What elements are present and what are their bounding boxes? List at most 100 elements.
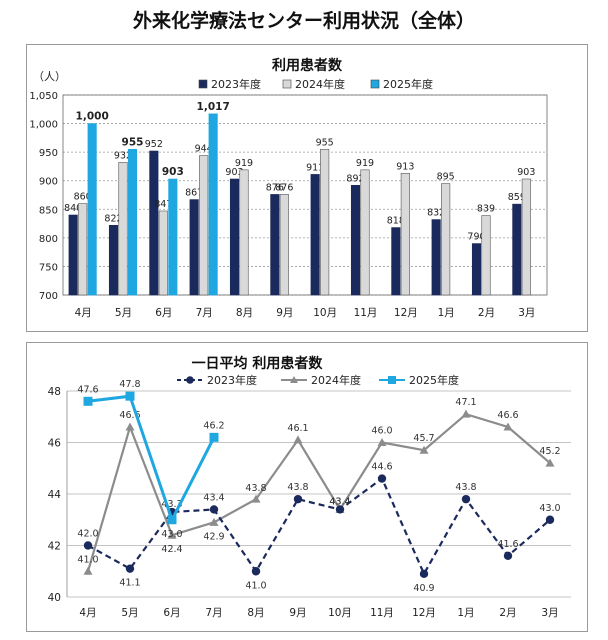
point-2024 (545, 458, 555, 467)
bar-2024 (118, 162, 128, 296)
data-label-2023: 911 (306, 162, 324, 173)
y-tick-label: 46 (48, 438, 62, 450)
point-2025 (209, 432, 219, 442)
bar-2023 (512, 203, 522, 296)
legend-label-2: 2024年度 (311, 373, 361, 387)
data-label-2023: 43.4 (329, 496, 350, 507)
bar-2025 (127, 148, 138, 296)
series-line-2025 (87, 394, 216, 524)
data-label-2025: 1,000 (76, 111, 109, 123)
point-2023 (503, 551, 513, 560)
data-label-2025: 903 (162, 166, 184, 178)
bar-2024 (279, 194, 289, 296)
y-tick-label: 44 (48, 489, 62, 501)
legend-label-3: 2025年度 (409, 373, 459, 387)
legend-marker-3 (388, 376, 396, 384)
y-tick-label: 42 (48, 541, 61, 553)
bar-2023 (471, 243, 482, 296)
data-label-2024: 847 (154, 199, 172, 210)
x-tick-label: 9月 (289, 607, 306, 619)
bar-chart: 利用患者数 （人） 2023年度 2024年度 2025年度 700 750 800 850 90… (29, 57, 548, 319)
data-label-2023: 832 (427, 208, 445, 219)
bar-2025 (208, 113, 218, 296)
point-2024 (293, 435, 303, 444)
x-tick-label: 12月 (394, 307, 418, 319)
series-line-2024 (86, 412, 551, 572)
point-2024 (125, 422, 135, 431)
bar-2023 (350, 184, 361, 296)
x-tick-label: 11月 (370, 607, 394, 619)
data-label-2024: 42.9 (203, 531, 224, 542)
x-tick-label: 7月 (205, 607, 222, 619)
point-2023 (251, 567, 261, 576)
x-tick-label: 11月 (354, 307, 378, 319)
point-2023 (125, 564, 135, 573)
data-label-2023: 876 (266, 182, 284, 193)
y-tick-label: 48 (48, 386, 61, 398)
bar-2024 (441, 183, 451, 296)
x-tick-label: 9月 (276, 307, 293, 319)
data-label-2024: 45.2 (539, 446, 560, 457)
legend-label-3: 2025年度 (383, 77, 433, 91)
x-tick-label: 6月 (155, 307, 172, 319)
bar-2023 (270, 194, 280, 296)
data-label-2024: 47.1 (455, 397, 476, 408)
y-tick-label: 900 (39, 177, 58, 188)
data-label-2023: 43.4 (203, 492, 224, 503)
data-label-2024: 42.4 (161, 544, 182, 555)
bar-2024 (239, 169, 249, 296)
bar-chart-panel: 利用患者数 （人） 2023年度 2024年度 2025年度 700 750 800 850 90… (26, 44, 588, 332)
point-2023 (545, 515, 555, 524)
data-label-2024: 919 (356, 158, 374, 169)
legend-label-1: 2023年度 (207, 373, 257, 387)
x-tick-label: 1月 (457, 607, 474, 619)
bar-2023 (108, 224, 119, 296)
data-label-2023: 903 (225, 167, 243, 178)
data-label-2023: 892 (346, 173, 364, 184)
data-label-2024: 903 (517, 167, 535, 178)
bar-2023 (149, 150, 159, 296)
point-2023 (377, 474, 387, 483)
point-2024 (377, 438, 387, 446)
legend-marker-2 (290, 376, 298, 383)
data-label-2023: 42.0 (77, 529, 98, 540)
point-2023 (335, 505, 345, 514)
bar-2025 (168, 178, 178, 296)
x-tick-label: 4月 (79, 607, 96, 619)
data-label-2025: 47.6 (77, 384, 98, 395)
bar-2024 (481, 215, 491, 296)
bar-2024 (199, 155, 209, 296)
x-tick-label: 2月 (499, 607, 516, 619)
legend-label-2: 2024年度 (295, 77, 345, 91)
point-2023 (419, 569, 429, 579)
point-2024 (167, 530, 177, 539)
point-2024 (461, 409, 471, 418)
data-label-2024: 895 (437, 172, 455, 183)
legend-marker-1 (186, 376, 194, 384)
bar-2025 (87, 123, 97, 296)
y-tick-label: 950 (39, 148, 58, 159)
x-tick-label: 3月 (541, 607, 558, 619)
point-2023 (461, 494, 471, 504)
point-2024 (209, 517, 219, 526)
chart-title: 一日平均 利用患者数 (192, 355, 324, 372)
point-2024 (83, 566, 93, 575)
x-tick-label: 10月 (328, 607, 352, 619)
point-2025 (167, 515, 177, 525)
bar-2024 (78, 203, 88, 296)
x-tick-label: 10月 (313, 307, 337, 319)
bar-2023 (431, 219, 441, 296)
bar-2023 (391, 227, 401, 296)
y-axis-unit: （人） (33, 70, 66, 83)
point-2024 (251, 494, 261, 503)
data-label-2025: 43.0 (161, 529, 182, 540)
data-label-2024: 944 (195, 144, 213, 155)
bar-2023 (229, 178, 240, 296)
x-tick-label: 6月 (163, 607, 180, 619)
x-tick-label: 5月 (115, 307, 132, 319)
data-label-2023: 840 (64, 203, 82, 214)
legend-swatch-2 (282, 79, 292, 89)
data-label-2023: 822 (104, 213, 122, 224)
data-label-2024: 45.7 (413, 433, 434, 444)
data-label-2023: 41.6 (497, 539, 518, 550)
